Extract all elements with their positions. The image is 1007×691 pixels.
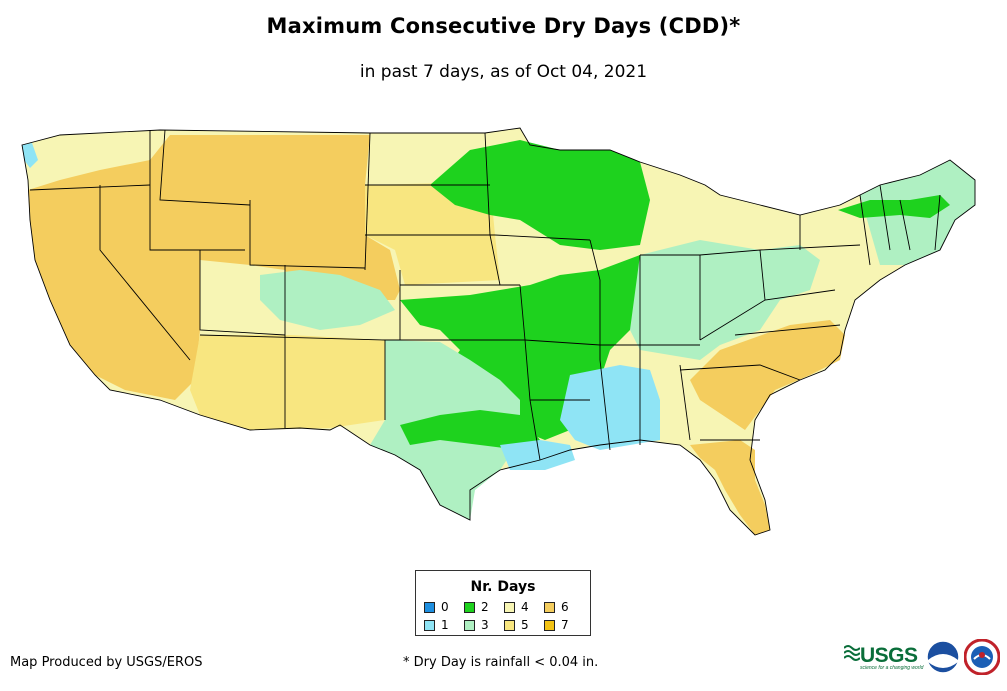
legend-swatch [464,601,475,613]
southeast-6day [690,320,845,430]
legend-item-4: 4 [504,600,544,614]
upper-midwest-2day [430,140,650,250]
legend-item-3: 3 [464,618,504,632]
usgs-waves-icon [843,645,861,661]
map-subtitle: in past 7 days, as of Oct 04, 2021 [359,62,648,82]
legend-label: 1 [441,618,449,632]
legend-box: Nr. Days 0 2 4 6 1 3 5 7 [415,570,591,636]
rockies-3day [260,270,395,330]
legend-swatch [504,601,515,613]
florida-5day [690,440,770,535]
legend-item-2: 2 [464,600,504,614]
legend-swatch [504,619,515,631]
nws-logo-icon [964,639,1000,675]
legend-item-6: 6 [544,600,584,614]
ny-2day [838,195,950,218]
west-6day [28,135,400,400]
legend-label: 2 [481,600,489,614]
legend-grid: 0 2 4 6 1 3 5 7 [424,600,586,632]
legend-item-1: 1 [424,618,464,632]
map-title: Maximum Consecutive Dry Days (CDD)* [266,14,741,38]
legend-label: 4 [521,600,529,614]
usgs-logo-text: USGS [860,644,918,667]
southwest-5day [190,335,385,430]
gulf-1day [500,440,575,470]
usgs-tagline: science for a changing world [860,665,924,671]
legend-label: 0 [441,600,449,614]
texas-2day [400,410,540,450]
credit-text: Map Produced by USGS/EROS [10,655,203,670]
legend-item-7: 7 [544,618,584,632]
noaa-logo-icon [926,640,960,674]
legend-swatch [544,601,555,613]
east-3day [630,240,820,360]
legend-swatch [464,619,475,631]
dry-day-note: * Dry Day is rainfall < 0.04 in. [403,655,599,670]
legend-label: 7 [561,618,569,632]
legend-swatch [424,601,435,613]
legend-label: 6 [561,600,569,614]
legend-swatch [544,619,555,631]
legend-item-5: 5 [504,618,544,632]
legend-label: 5 [521,618,529,632]
wa-coast-1day [22,143,38,168]
state-borders [21,127,976,536]
legend-label: 3 [481,618,489,632]
south-1day [560,365,660,450]
legend-item-0: 0 [424,600,464,614]
map-regions [22,128,975,535]
legend-swatch [424,619,435,631]
agency-logos: USGS science for a changing world [842,638,1002,678]
usgs-logo: USGS [843,644,918,668]
legend-title: Nr. Days [470,579,536,595]
